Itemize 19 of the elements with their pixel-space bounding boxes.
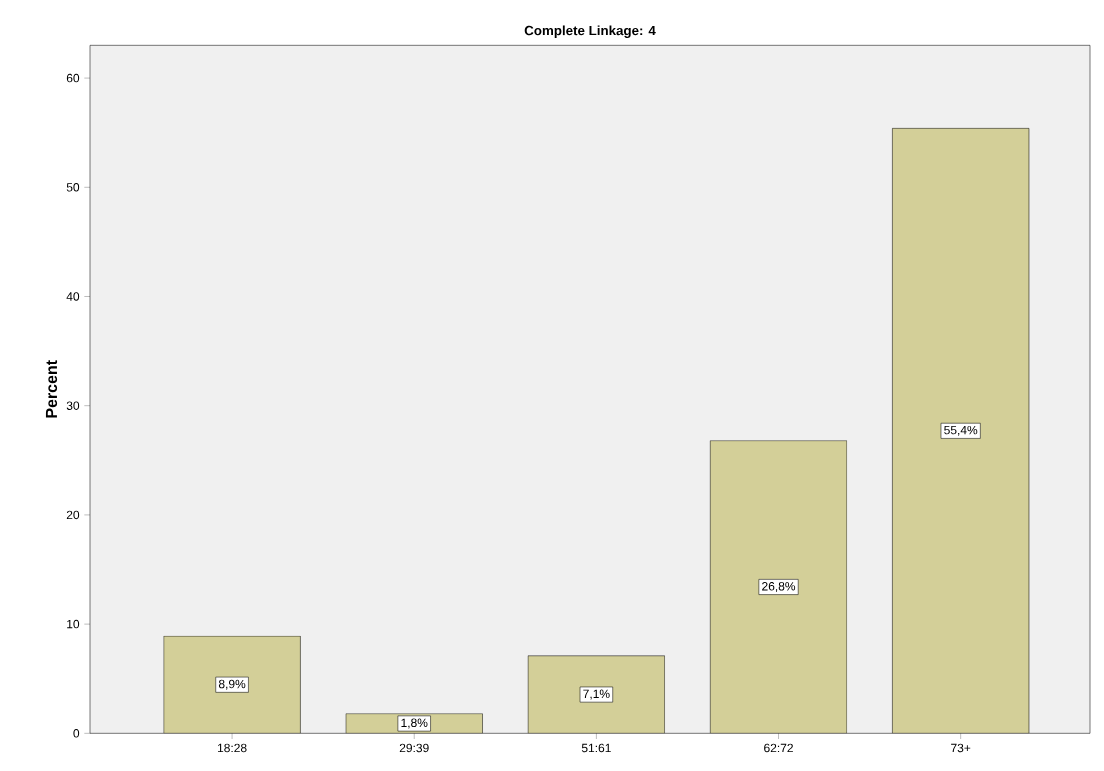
x-tick-label: 29:39	[399, 743, 429, 753]
y-tick-label: 40	[66, 292, 80, 301]
y-tick-label: 50	[66, 183, 80, 192]
y-axis-title: Percent	[45, 360, 58, 418]
x-tick-label: 62:72	[764, 743, 793, 753]
y-tick-label: 30	[66, 401, 80, 410]
x-tick-label: 73+	[951, 743, 971, 753]
y-tick-label: 10	[67, 619, 80, 629]
chart-title: Complete Linkage: 4	[524, 25, 656, 38]
y-tick-label: 60	[66, 73, 80, 83]
data-label: 8,9%	[218, 679, 246, 690]
data-label: 7,1%	[583, 689, 610, 700]
data-label: 1,8%	[401, 718, 428, 729]
y-tick-label: 20	[66, 510, 80, 520]
x-tick-label: 51:61	[581, 743, 611, 753]
data-label: 55,4%	[944, 425, 978, 436]
x-tick-label: 18:28	[217, 743, 247, 753]
data-label: 26,8%	[762, 582, 796, 592]
y-tick-label: 0	[73, 729, 80, 738]
